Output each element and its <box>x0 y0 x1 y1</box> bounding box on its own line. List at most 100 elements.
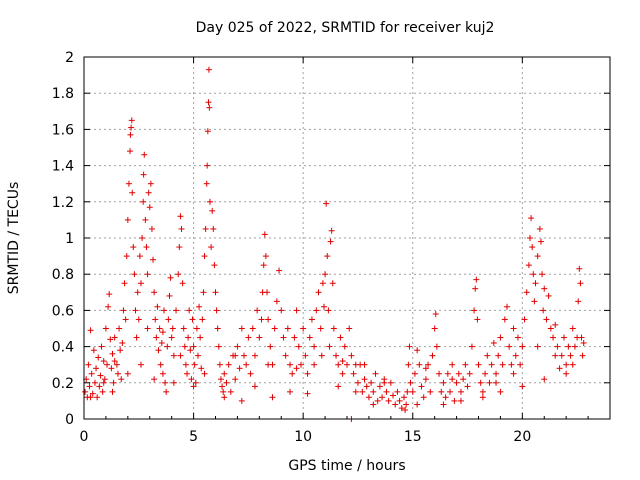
data-point <box>140 171 147 178</box>
data-point <box>85 361 92 368</box>
data-point <box>251 383 258 390</box>
data-point <box>539 271 546 278</box>
data-point <box>289 370 296 377</box>
data-point <box>304 370 311 377</box>
data-point <box>207 198 214 205</box>
data-point <box>528 215 535 222</box>
data-point <box>552 321 559 328</box>
data-point <box>192 379 199 386</box>
data-point <box>137 361 144 368</box>
data-point <box>278 307 285 314</box>
data-point <box>163 388 170 395</box>
data-point <box>190 383 197 390</box>
data-point <box>182 361 189 368</box>
data-point <box>158 339 165 346</box>
data-point <box>400 394 407 401</box>
data-point <box>214 325 221 332</box>
data-point <box>392 401 399 408</box>
data-point <box>157 361 164 368</box>
data-point <box>177 213 184 220</box>
data-point <box>490 339 497 346</box>
data-point <box>462 361 469 368</box>
data-point <box>140 198 147 205</box>
data-point <box>337 334 344 341</box>
gridlines <box>84 57 610 419</box>
data-point <box>293 365 300 372</box>
data-point <box>221 394 228 401</box>
data-point <box>232 352 239 359</box>
data-point <box>267 343 274 350</box>
data-point <box>556 365 563 372</box>
data-point <box>468 343 475 350</box>
data-point <box>191 361 198 368</box>
data-point <box>177 352 184 359</box>
data-point <box>579 352 586 359</box>
data-point <box>304 390 311 397</box>
data-point <box>425 361 432 368</box>
data-point <box>151 289 158 296</box>
data-point <box>215 343 222 350</box>
data-point <box>508 361 515 368</box>
data-point <box>144 325 151 332</box>
data-point <box>124 216 131 223</box>
y-tick-label: 0.8 <box>52 267 74 283</box>
data-point <box>150 256 157 263</box>
data-point <box>168 334 175 341</box>
data-point <box>333 352 340 359</box>
data-point <box>471 307 478 314</box>
data-point <box>361 361 368 368</box>
data-point <box>200 289 207 296</box>
data-point <box>169 325 176 332</box>
data-point <box>173 307 180 314</box>
data-point <box>185 334 192 341</box>
data-point <box>104 361 111 368</box>
data-point <box>390 392 397 399</box>
data-point <box>571 343 578 350</box>
data-point <box>315 289 322 296</box>
data-point <box>240 352 247 359</box>
data-points <box>82 66 587 422</box>
data-point <box>422 365 429 372</box>
data-point <box>122 316 129 323</box>
data-point <box>249 325 256 332</box>
data-point <box>519 383 526 390</box>
data-point <box>359 388 366 395</box>
data-point <box>170 352 177 359</box>
data-point <box>260 262 267 269</box>
data-point <box>554 343 561 350</box>
data-point <box>427 388 434 395</box>
data-point <box>90 347 97 354</box>
data-point <box>145 189 152 196</box>
data-point <box>293 307 300 314</box>
data-point <box>436 370 443 377</box>
data-point <box>282 352 289 359</box>
y-tick-label: 2 <box>65 50 74 66</box>
data-point <box>181 343 188 350</box>
data-point <box>418 383 425 390</box>
data-point <box>276 267 283 274</box>
data-point <box>558 352 565 359</box>
data-point <box>217 376 224 383</box>
data-point <box>236 365 243 372</box>
data-point <box>383 388 390 395</box>
data-point <box>497 388 504 395</box>
y-tick-label: 0.4 <box>52 340 74 356</box>
data-point <box>125 180 132 187</box>
data-point <box>143 244 150 251</box>
data-point <box>365 394 372 401</box>
data-point <box>534 343 541 350</box>
data-point <box>121 280 128 287</box>
data-point <box>105 303 112 310</box>
data-point <box>324 253 331 260</box>
data-point <box>475 361 482 368</box>
data-point <box>422 376 429 383</box>
data-point <box>563 361 570 368</box>
data-point <box>370 401 377 408</box>
data-point <box>144 271 151 278</box>
data-point <box>543 316 550 323</box>
x-axis-ticks: 0 5 10 15 20 <box>80 57 611 445</box>
y-tick-label: 0.2 <box>52 376 74 392</box>
data-point <box>247 370 254 377</box>
data-point <box>311 343 318 350</box>
data-point <box>269 394 276 401</box>
